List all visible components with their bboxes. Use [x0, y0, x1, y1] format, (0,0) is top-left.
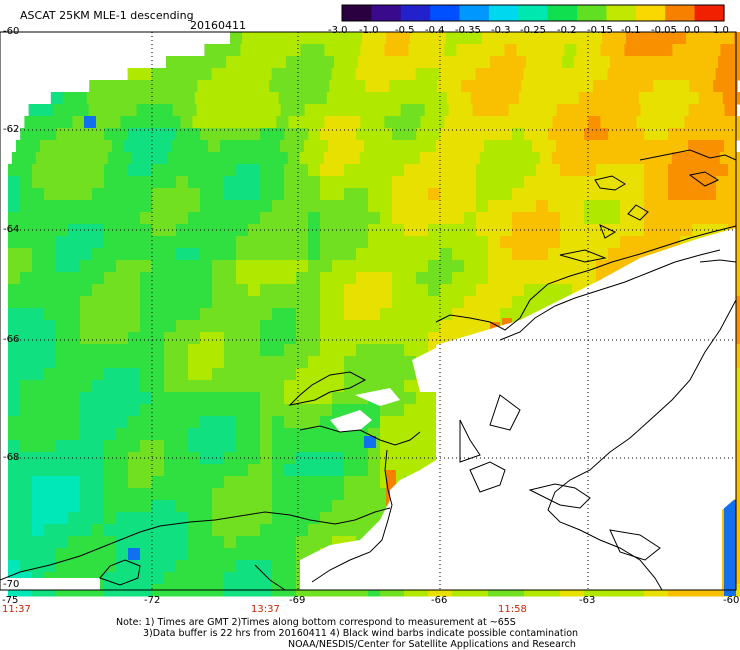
colorbar-label: -0.15: [587, 25, 613, 36]
time-label: 11:58: [498, 604, 527, 615]
lon-label: -72: [144, 595, 161, 606]
colorbar-label: -0.3: [491, 25, 511, 36]
colorbar: [341, 4, 725, 22]
colorbar-swatch: [371, 5, 402, 21]
colorbar-label: -0.2: [557, 25, 577, 36]
lon-label: -75: [2, 595, 19, 606]
lon-label: -60: [723, 595, 740, 606]
colorbar-label: -0.1: [621, 25, 641, 36]
colorbar-swatch: [577, 5, 608, 21]
colorbar-label: -0.35: [455, 25, 481, 36]
colorbar-label: 1.0: [713, 25, 729, 36]
colorbar-swatch: [606, 5, 637, 21]
lat-label: -62: [3, 124, 20, 135]
time-label: 13:37: [251, 604, 280, 615]
colorbar-swatch: [488, 5, 519, 21]
colorbar-label: -0.4: [425, 25, 445, 36]
lat-label: -70: [3, 579, 20, 590]
map-date: 20160411: [190, 19, 246, 32]
colorbar-label: -0.25: [520, 25, 546, 36]
colorbar-label: -1.0: [359, 25, 379, 36]
colorbar-swatch: [342, 5, 372, 21]
colorbar-swatch: [635, 5, 666, 21]
colorbar-label: -3.0: [328, 25, 348, 36]
lon-label: -69: [289, 595, 306, 606]
lon-label: -63: [579, 595, 596, 606]
colorbar-swatch: [518, 5, 549, 21]
colorbar-swatch: [547, 5, 578, 21]
lon-label: -66: [431, 595, 448, 606]
colorbar-swatch: [665, 5, 696, 21]
colorbar-swatch: [459, 5, 490, 21]
colorbar-label: -0.5: [395, 25, 415, 36]
lat-lon-grid: [8, 32, 736, 590]
colorbar-swatch: [400, 5, 431, 21]
lat-label: -66: [3, 334, 20, 345]
note-line-3: NOAA/NESDIS/Center for Satellite Applica…: [288, 639, 576, 650]
colorbar-label: 0.0: [684, 25, 700, 36]
colorbar-swatch: [430, 5, 461, 21]
land-mask: [0, 228, 736, 590]
colorbar-swatch: [694, 5, 725, 21]
lat-label: -68: [3, 452, 20, 463]
time-label: 11:37: [2, 604, 31, 615]
lat-label: -60: [3, 26, 20, 37]
note-line-2: 3)Data buffer is 22 hrs from 20160411 4)…: [143, 628, 579, 639]
map-title: ASCAT 25KM MLE-1 descending: [20, 9, 194, 22]
note-line-1: Note: 1) Times are GMT 2)Times along bot…: [116, 617, 516, 628]
colorbar-label: -0.05: [651, 25, 677, 36]
coastlines: [0, 149, 737, 591]
lat-label: -64: [3, 224, 20, 235]
